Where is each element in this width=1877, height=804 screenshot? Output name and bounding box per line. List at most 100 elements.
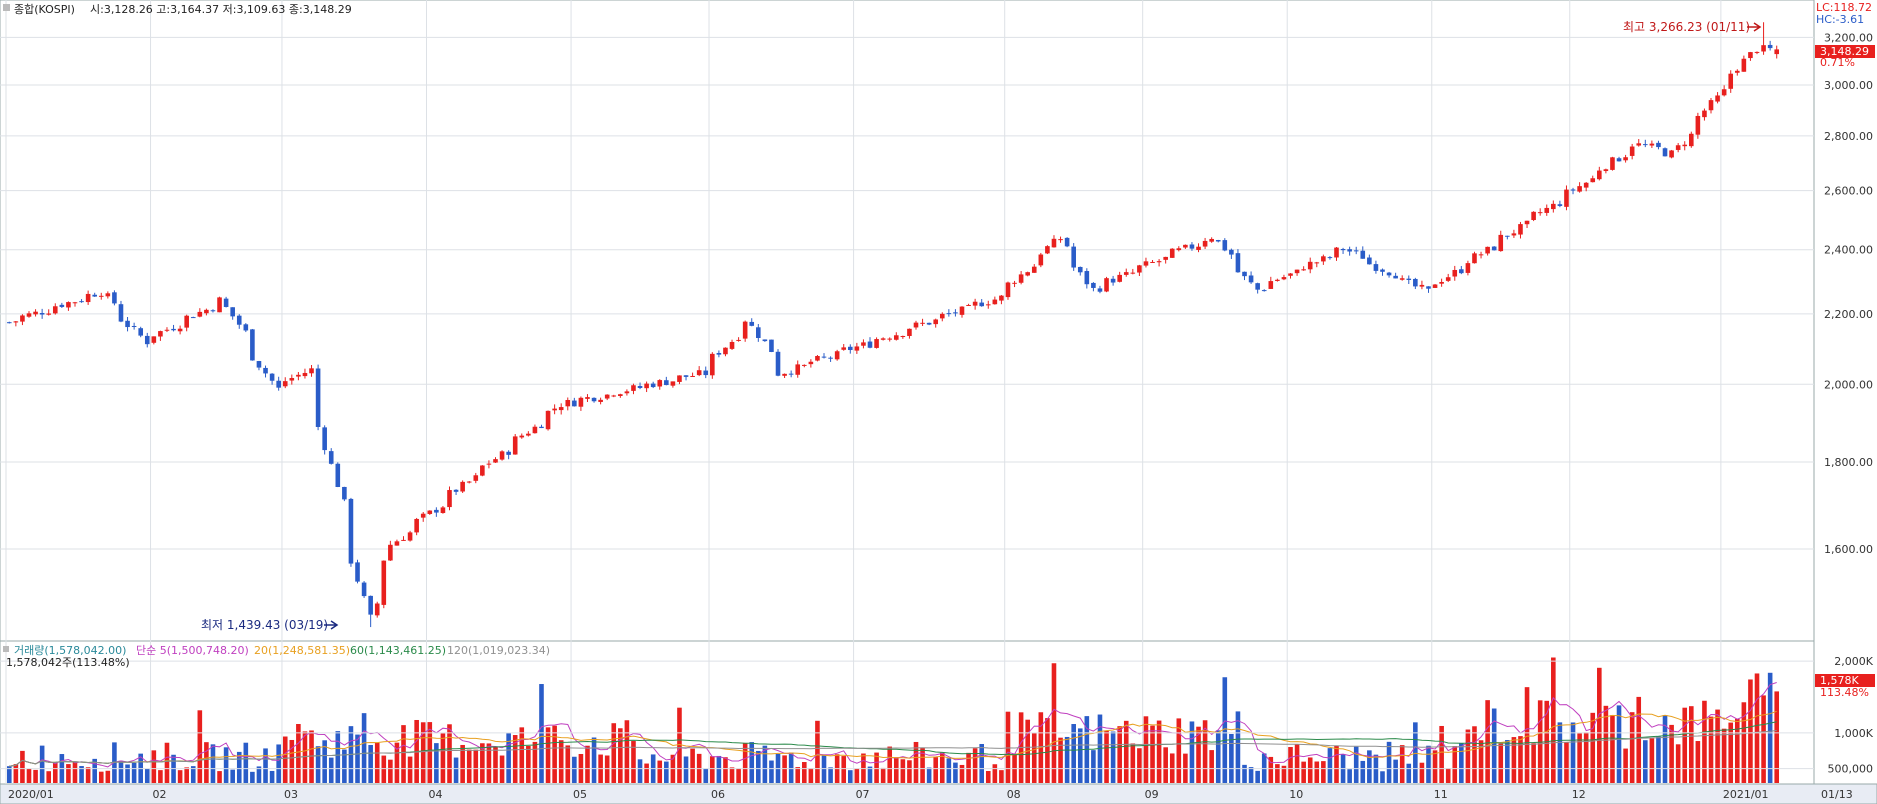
- volume-bar: [197, 710, 203, 783]
- volume-bar: [644, 763, 649, 783]
- candle-body: [1084, 271, 1090, 285]
- candle-body: [1689, 133, 1694, 147]
- volume-bar: [1445, 768, 1451, 783]
- candle-body: [1248, 275, 1254, 283]
- volume-bar: [1321, 761, 1326, 783]
- candles: [6, 22, 1780, 628]
- volume-bar: [1301, 761, 1306, 783]
- volume-bar: [217, 771, 222, 783]
- candle-body: [913, 322, 919, 328]
- candle-body: [710, 353, 715, 376]
- ma60-legend: 60(1,143,461.25): [350, 644, 446, 657]
- volume-bar: [1031, 733, 1037, 783]
- candle-body: [1406, 278, 1412, 280]
- volume-bar: [1143, 716, 1149, 783]
- volume-bar: [1058, 737, 1063, 783]
- volume-bar: [1222, 677, 1228, 783]
- volume-bar: [381, 755, 387, 783]
- candle-body: [460, 481, 465, 492]
- candle-body: [1590, 178, 1596, 183]
- candle-body: [1229, 249, 1234, 255]
- candle-body: [670, 381, 676, 386]
- candle-body: [33, 311, 38, 315]
- candle-body: [1163, 256, 1168, 260]
- volume-bar: [118, 760, 124, 783]
- candle-body: [355, 562, 360, 582]
- volume-bar: [946, 758, 952, 783]
- volume-bar: [985, 771, 991, 783]
- volume-bar: [506, 733, 511, 783]
- volume-bar: [1524, 687, 1530, 783]
- volume-bar: [39, 745, 45, 783]
- candle-body: [966, 304, 971, 306]
- candle-body: [1767, 44, 1773, 49]
- date-axis-bar: [0, 783, 1877, 804]
- volume-bar: [657, 760, 663, 783]
- candle-body: [664, 380, 669, 386]
- volume-bar: [1406, 763, 1412, 783]
- candle-body: [217, 297, 222, 313]
- candle-body: [992, 299, 998, 305]
- volume-bar: [788, 752, 794, 783]
- candle-body: [788, 373, 794, 375]
- volume-bar: [302, 731, 308, 783]
- volume-bar: [1616, 705, 1622, 783]
- candle-body: [302, 372, 308, 377]
- candle-body: [1242, 271, 1247, 277]
- candle-body: [539, 426, 544, 429]
- candle-body: [959, 306, 965, 315]
- candle-body: [1432, 284, 1438, 288]
- candle-body: [1275, 279, 1280, 281]
- candle-body: [1038, 254, 1044, 266]
- volume-bar: [125, 764, 130, 783]
- volume-bar: [1754, 673, 1760, 783]
- volume-bar: [230, 769, 235, 783]
- volume-bar: [565, 745, 571, 783]
- high-annotation: 최고 3,266.23 (01/11): [1623, 20, 1750, 34]
- volume-bar: [1294, 744, 1300, 783]
- volume-bar: [184, 767, 189, 783]
- candle-body: [893, 335, 899, 340]
- date-tick-label: 01/13: [1821, 788, 1853, 801]
- candle-body: [151, 336, 157, 343]
- candle-body: [131, 325, 137, 327]
- volume-bar: [1413, 722, 1418, 783]
- candle-body: [1682, 144, 1688, 147]
- candle-body: [1498, 234, 1504, 252]
- candle-body: [545, 410, 551, 430]
- volume-bar: [499, 755, 505, 783]
- candle-body: [1347, 249, 1352, 252]
- candle-body: [1715, 95, 1720, 102]
- candle-body: [624, 391, 630, 394]
- candle-body: [1380, 269, 1385, 272]
- candle-body: [1702, 110, 1707, 118]
- candle-body: [1367, 257, 1372, 265]
- candle-body: [1268, 281, 1274, 289]
- volume-bar: [618, 728, 623, 783]
- volume-bar: [1386, 741, 1392, 783]
- volume-menu-icon[interactable]: [3, 646, 9, 652]
- panel-menu-icon[interactable]: [3, 4, 10, 11]
- candle-body: [532, 426, 538, 434]
- volume-bar: [1689, 706, 1694, 783]
- volume-bar: [1380, 771, 1385, 783]
- candle-body: [1734, 70, 1740, 73]
- volume-bar: [1531, 743, 1536, 783]
- volume-moving-averages: [9, 682, 1777, 768]
- volume-bar: [1590, 712, 1596, 783]
- volume-bar: [1472, 726, 1477, 783]
- candle-body: [802, 364, 807, 366]
- volume-bar: [1176, 718, 1182, 783]
- volume-bar: [1728, 722, 1734, 783]
- volume-bar: [1629, 712, 1635, 783]
- volume-bar: [1327, 748, 1333, 783]
- candle-body: [309, 368, 314, 374]
- price-tick-label: 2,400.00: [1824, 244, 1873, 257]
- candle-body: [1222, 240, 1228, 251]
- candle-body: [821, 356, 827, 358]
- candle-body: [939, 313, 945, 319]
- price-tick-label: 2,800.00: [1824, 130, 1873, 143]
- candle-body: [282, 381, 288, 387]
- volume-bar: [1583, 732, 1589, 783]
- ma20-line: [9, 710, 1777, 767]
